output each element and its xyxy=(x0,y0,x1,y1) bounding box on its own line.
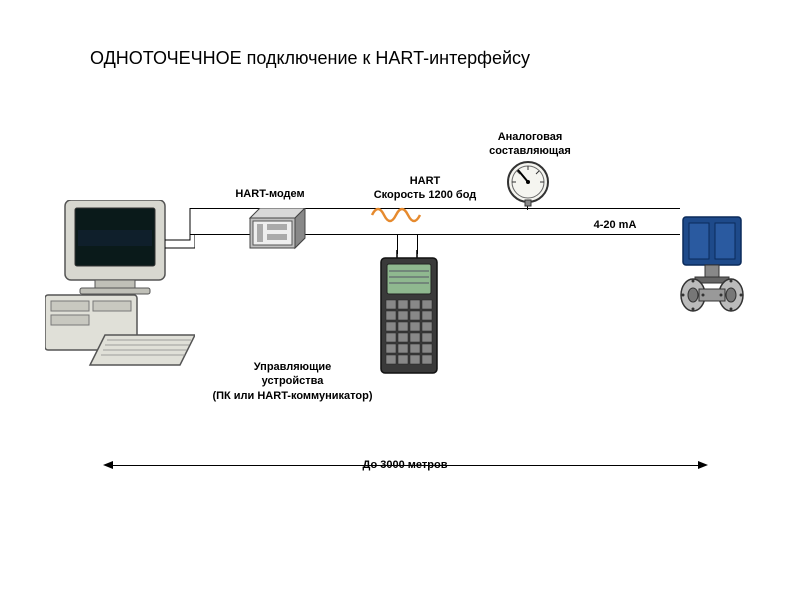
gauge-label-line2: составляющая xyxy=(475,144,585,158)
hart-label-line2: Скорость 1200 бод xyxy=(365,188,485,202)
computer-icon xyxy=(45,200,195,375)
gauge-icon xyxy=(500,160,556,213)
communicator-icon xyxy=(375,250,445,385)
gauge-label-line1: Аналоговая xyxy=(475,130,585,144)
hart-label: HART Скорость 1200 бод xyxy=(365,174,485,203)
comm-label-line2: устройства xyxy=(200,374,385,388)
field-device-icon xyxy=(675,215,750,320)
comm-label-line1: Управляющие xyxy=(200,360,385,374)
modem-label: HART-модем xyxy=(220,187,320,201)
hart-signal-icon xyxy=(370,203,425,232)
current-label: 4-20 mA xyxy=(575,218,655,232)
page-title: ОДНОТОЧЕЧНОЕ подключение к HART-интерфей… xyxy=(90,48,530,69)
distance-label: До 3000 метров xyxy=(305,458,505,472)
arrow-left-icon xyxy=(103,461,113,469)
hart-label-line1: HART xyxy=(365,174,485,188)
comm-label-line3: (ПК или HART-коммуникатор) xyxy=(200,389,385,403)
gauge-label: Аналоговая составляющая xyxy=(475,130,585,159)
communicator-label: Управляющие устройства (ПК или HART-комм… xyxy=(200,360,385,403)
hart-diagram: HART-модем HART Скорость 1200 бод Аналог… xyxy=(25,130,775,530)
modem-icon xyxy=(245,208,315,259)
arrow-right-icon xyxy=(698,461,708,469)
